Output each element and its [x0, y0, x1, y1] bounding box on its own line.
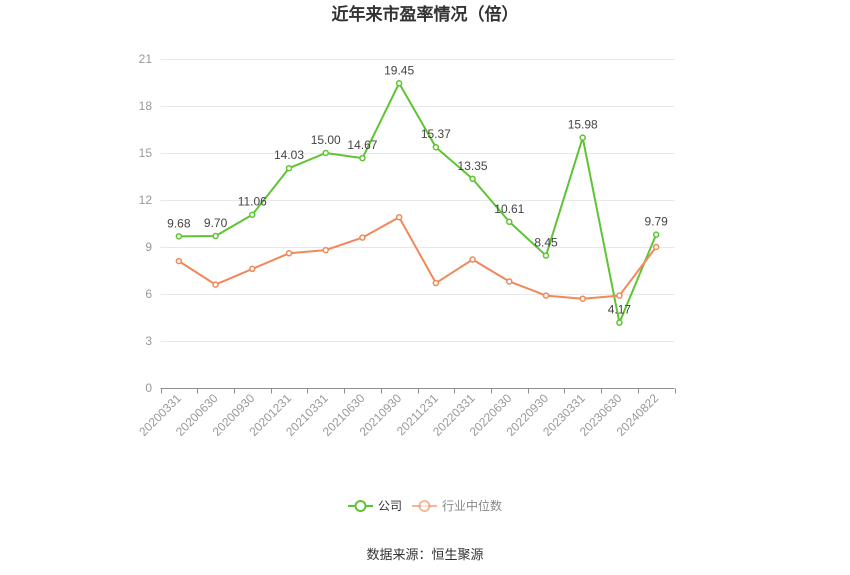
chart-title: 近年来市盈率情况（倍） — [332, 4, 519, 24]
company-point — [542, 252, 550, 259]
industry-median-point — [395, 213, 403, 221]
data-labels: 9.68 9.70 11.06 14.03 15.00 14.67 19.45 15.37 13… — [167, 63, 668, 316]
company-data-label: 4.17 — [608, 303, 632, 317]
data-source-note: 数据来源：恒生聚源 — [366, 547, 483, 562]
company-point — [175, 233, 183, 240]
industry-median-point — [359, 234, 366, 241]
legend: 公司 行业中位数 — [348, 498, 502, 513]
company-point — [652, 231, 660, 238]
company-data-label: 13.35 — [458, 159, 488, 173]
company-point — [322, 149, 329, 157]
y-tick-label: 21 — [139, 52, 153, 66]
grid — [160, 59, 675, 342]
y-tick-label: 18 — [139, 99, 153, 113]
company-data-label: 14.67 — [347, 138, 377, 152]
company-data-label: 8.45 — [534, 236, 558, 250]
company-data-label: 14.03 — [274, 148, 304, 162]
industry-median-point — [285, 250, 293, 257]
company-point — [432, 143, 440, 151]
industry-median-point — [249, 265, 256, 273]
industry-median-point — [652, 243, 660, 251]
industry-median-point — [579, 295, 586, 302]
company-point — [285, 164, 293, 172]
industry-median-point — [469, 256, 476, 263]
y-tick-label: 0 — [145, 381, 152, 395]
y-tick-label: 6 — [145, 287, 152, 301]
y-tick-label: 15 — [139, 146, 153, 160]
industry-median-point — [432, 279, 440, 287]
y-tick-label: 9 — [145, 240, 152, 254]
company-point — [359, 154, 366, 162]
company-data-label: 19.45 — [384, 63, 414, 77]
axes: 0369121518212020033120200630202009302020… — [136, 52, 676, 439]
industry-median-point — [175, 257, 183, 265]
company-point — [579, 134, 586, 141]
industry-median-point — [212, 281, 219, 288]
company-point — [212, 232, 219, 240]
legend-industry-median-label: 行业中位数 — [442, 498, 502, 513]
company-data-label: 15.98 — [568, 118, 598, 132]
company-point — [395, 80, 403, 87]
company-data-label: 15.37 — [421, 127, 451, 141]
company-data-label: 10.61 — [494, 202, 524, 216]
company-point — [506, 218, 513, 226]
legend-item-company[interactable]: 公司 — [348, 499, 402, 513]
industry-median-point — [542, 292, 550, 299]
legend-industry-median-marker-icon — [418, 500, 431, 512]
company-data-label: 9.79 — [644, 215, 668, 229]
legend-item-industry-median[interactable]: 行业中位数 — [412, 498, 502, 513]
company-data-label: 9.70 — [204, 216, 228, 230]
y-tick-label: 12 — [139, 193, 153, 207]
company-line — [178, 82, 658, 324]
plot-area — [175, 80, 660, 326]
company-point — [249, 211, 256, 218]
company-data-label: 9.68 — [167, 216, 191, 230]
industry-median-point — [322, 246, 329, 254]
company-point — [469, 175, 476, 183]
company-data-label: 11.06 — [238, 195, 267, 209]
industry-median-point — [506, 278, 513, 285]
legend-company-marker-icon — [354, 500, 367, 512]
y-tick-label: 3 — [145, 334, 152, 348]
company-point — [616, 319, 623, 326]
legend-company-label: 公司 — [378, 499, 402, 513]
company-data-label: 15.00 — [311, 133, 341, 147]
industry-median-point — [616, 292, 623, 299]
industry-median-line — [178, 216, 657, 300]
